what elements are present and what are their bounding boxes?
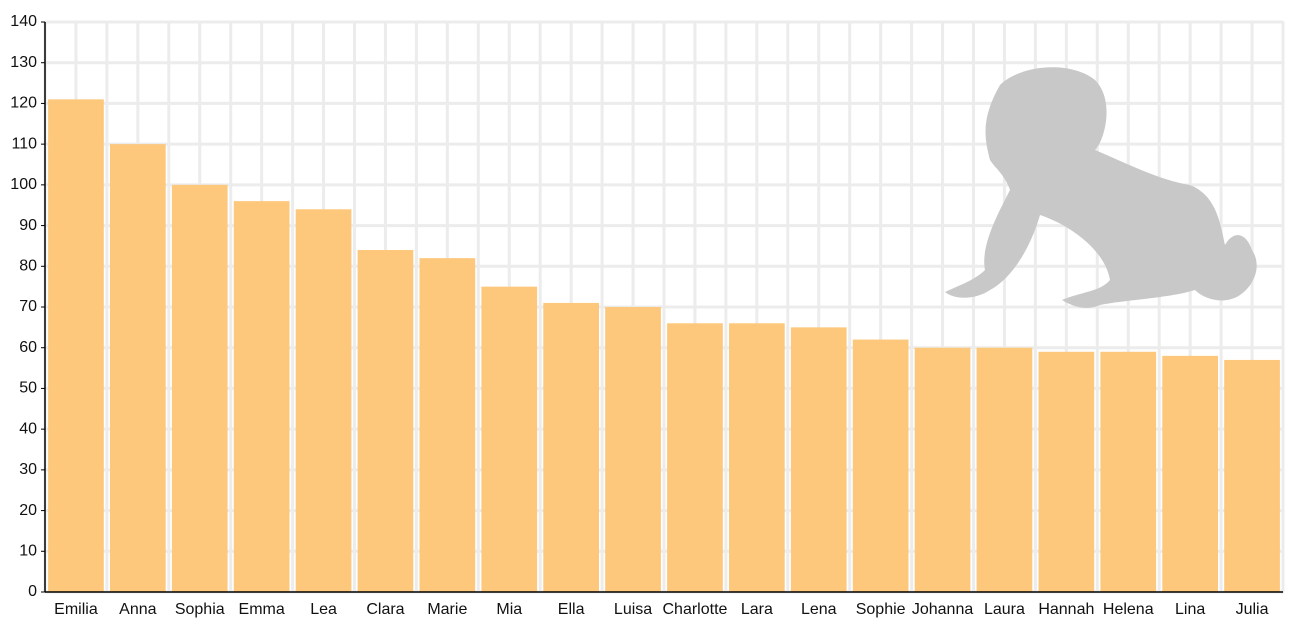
y-tick-label: 60: [19, 339, 37, 356]
x-tick-label: Julia: [1236, 601, 1269, 618]
bar: [110, 144, 166, 592]
bar: [729, 323, 785, 592]
bar: [358, 250, 414, 592]
bar: [172, 185, 228, 592]
bar: [543, 303, 599, 592]
x-tick-label: Charlotte: [662, 601, 727, 618]
x-tick-label: Marie: [427, 601, 467, 618]
x-tick-label: Mia: [496, 601, 522, 618]
y-tick-label: 100: [10, 176, 37, 193]
x-tick-label: Johanna: [912, 601, 973, 618]
y-tick-label: 120: [10, 95, 37, 112]
x-tick-label: Lara: [741, 601, 773, 618]
bar: [853, 340, 909, 592]
x-tick-label: Anna: [119, 601, 156, 618]
bar: [234, 201, 290, 592]
x-tick-label: Hannah: [1038, 601, 1094, 618]
bar: [419, 258, 475, 592]
y-tick-label: 30: [19, 461, 37, 478]
bar: [1038, 352, 1094, 592]
bar: [296, 209, 352, 592]
bar: [1100, 352, 1156, 592]
y-tick-label: 110: [11, 135, 37, 152]
y-tick-label: 20: [19, 502, 37, 519]
x-tick-label: Sophie: [856, 601, 906, 618]
y-tick-label: 0: [28, 583, 37, 600]
bar: [791, 327, 847, 592]
y-tick-label: 80: [19, 258, 37, 275]
bar: [605, 307, 661, 592]
y-tick-label: 10: [19, 543, 37, 560]
x-tick-label: Helena: [1103, 601, 1154, 618]
bar: [1224, 360, 1280, 592]
x-tick-label: Emma: [239, 601, 285, 618]
bar: [915, 348, 971, 592]
bar: [481, 287, 537, 592]
x-tick-label: Lena: [801, 601, 837, 618]
x-tick-label: Clara: [366, 601, 404, 618]
chart: 0 10 20 30 40 50 60 70 80 90 100 110 120 130 140 Emilia…: [0, 0, 1293, 621]
y-tick-label: 130: [10, 54, 37, 71]
bar: [667, 323, 723, 592]
x-tick-label: Sophia: [175, 601, 225, 618]
x-tick-label: Ella: [558, 601, 585, 618]
y-tick-label: 140: [10, 13, 37, 30]
x-tick-label: Lea: [310, 601, 337, 618]
bar: [977, 348, 1033, 592]
y-tick-label: 90: [19, 217, 37, 234]
x-tick-label: Laura: [984, 601, 1025, 618]
y-tick-label: 70: [19, 298, 37, 315]
bar: [1162, 356, 1218, 592]
y-tick-label: 50: [19, 380, 37, 397]
x-tick-label: Luisa: [614, 601, 652, 618]
x-tick-label: Emilia: [54, 601, 98, 618]
y-tick-label: 40: [19, 420, 37, 437]
x-tick-label: Lina: [1175, 601, 1205, 618]
bar: [48, 99, 104, 592]
